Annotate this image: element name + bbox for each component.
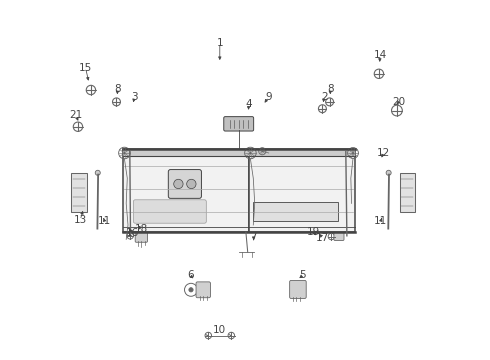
Text: 19: 19 xyxy=(307,227,320,237)
FancyBboxPatch shape xyxy=(122,149,248,232)
Text: 8: 8 xyxy=(327,84,334,94)
Text: 17: 17 xyxy=(316,233,329,243)
FancyBboxPatch shape xyxy=(72,173,87,212)
Text: 16: 16 xyxy=(126,228,139,238)
FancyBboxPatch shape xyxy=(135,232,147,242)
Text: 4: 4 xyxy=(245,99,252,109)
Text: 7: 7 xyxy=(250,232,257,242)
Circle shape xyxy=(174,179,183,189)
Text: 11: 11 xyxy=(374,216,387,226)
FancyBboxPatch shape xyxy=(133,200,206,223)
Circle shape xyxy=(95,170,100,175)
FancyBboxPatch shape xyxy=(224,117,254,131)
Text: 1: 1 xyxy=(217,38,223,48)
Text: 12: 12 xyxy=(377,148,390,158)
Text: 8: 8 xyxy=(114,84,121,94)
FancyBboxPatch shape xyxy=(122,149,355,156)
Text: 5: 5 xyxy=(299,270,306,280)
Text: 14: 14 xyxy=(373,50,387,60)
Text: 3: 3 xyxy=(131,92,138,102)
Text: 11: 11 xyxy=(98,216,111,226)
Text: 18: 18 xyxy=(135,224,148,234)
FancyBboxPatch shape xyxy=(196,282,210,298)
Text: 10: 10 xyxy=(213,325,226,335)
FancyBboxPatch shape xyxy=(248,149,355,232)
FancyBboxPatch shape xyxy=(169,170,201,198)
Text: 20: 20 xyxy=(392,96,406,107)
Text: 2: 2 xyxy=(321,92,327,102)
Circle shape xyxy=(189,288,193,292)
FancyBboxPatch shape xyxy=(135,202,204,221)
Circle shape xyxy=(187,179,196,189)
Text: 6: 6 xyxy=(187,270,194,280)
FancyBboxPatch shape xyxy=(334,232,344,240)
Text: 9: 9 xyxy=(265,92,272,102)
FancyBboxPatch shape xyxy=(253,202,338,221)
FancyBboxPatch shape xyxy=(400,173,415,212)
Text: 13: 13 xyxy=(74,215,87,225)
Text: 21: 21 xyxy=(69,110,82,120)
Circle shape xyxy=(386,170,391,175)
Text: 15: 15 xyxy=(79,63,92,73)
FancyBboxPatch shape xyxy=(290,280,306,298)
